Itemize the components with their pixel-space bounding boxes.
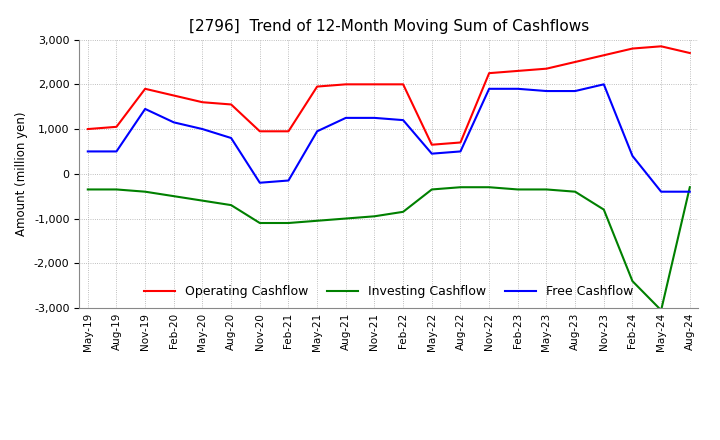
- Free Cashflow: [227, 136, 235, 141]
- Free Cashflow: [284, 178, 293, 183]
- Operating Cashflow: [542, 66, 551, 71]
- Operating Cashflow: [485, 70, 493, 76]
- Investing Cashflow: [312, 218, 321, 224]
- Investing Cashflow: [428, 187, 436, 192]
- Investing Cashflow: [84, 187, 92, 192]
- Free Cashflow: [112, 149, 121, 154]
- Free Cashflow: [628, 153, 636, 158]
- Investing Cashflow: [657, 308, 665, 313]
- Free Cashflow: [370, 115, 379, 121]
- Line: Free Cashflow: Free Cashflow: [88, 84, 690, 192]
- Title: [2796]  Trend of 12-Month Moving Sum of Cashflows: [2796] Trend of 12-Month Moving Sum of C…: [189, 19, 589, 34]
- Free Cashflow: [84, 149, 92, 154]
- Free Cashflow: [485, 86, 493, 92]
- Free Cashflow: [312, 128, 321, 134]
- Legend: Operating Cashflow, Investing Cashflow, Free Cashflow: Operating Cashflow, Investing Cashflow, …: [139, 280, 639, 303]
- Operating Cashflow: [513, 68, 522, 73]
- Operating Cashflow: [399, 82, 408, 87]
- Operating Cashflow: [600, 53, 608, 58]
- Free Cashflow: [571, 88, 580, 94]
- Operating Cashflow: [628, 46, 636, 51]
- Free Cashflow: [428, 151, 436, 156]
- Investing Cashflow: [370, 214, 379, 219]
- Operating Cashflow: [169, 93, 178, 98]
- Free Cashflow: [198, 126, 207, 132]
- Investing Cashflow: [542, 187, 551, 192]
- Operating Cashflow: [198, 99, 207, 105]
- Free Cashflow: [456, 149, 465, 154]
- Operating Cashflow: [84, 126, 92, 132]
- Investing Cashflow: [112, 187, 121, 192]
- Investing Cashflow: [141, 189, 150, 194]
- Investing Cashflow: [600, 207, 608, 212]
- Free Cashflow: [341, 115, 350, 121]
- Free Cashflow: [542, 88, 551, 94]
- Line: Operating Cashflow: Operating Cashflow: [88, 46, 690, 145]
- Investing Cashflow: [256, 220, 264, 226]
- Free Cashflow: [256, 180, 264, 185]
- Investing Cashflow: [628, 279, 636, 284]
- Free Cashflow: [141, 106, 150, 112]
- Operating Cashflow: [657, 44, 665, 49]
- Operating Cashflow: [341, 82, 350, 87]
- Operating Cashflow: [141, 86, 150, 92]
- Operating Cashflow: [256, 128, 264, 134]
- Free Cashflow: [513, 86, 522, 92]
- Free Cashflow: [657, 189, 665, 194]
- Operating Cashflow: [284, 128, 293, 134]
- Investing Cashflow: [198, 198, 207, 203]
- Line: Investing Cashflow: Investing Cashflow: [88, 187, 690, 310]
- Operating Cashflow: [112, 124, 121, 129]
- Investing Cashflow: [341, 216, 350, 221]
- Investing Cashflow: [513, 187, 522, 192]
- Operating Cashflow: [456, 140, 465, 145]
- Investing Cashflow: [399, 209, 408, 214]
- Free Cashflow: [600, 82, 608, 87]
- Operating Cashflow: [685, 50, 694, 55]
- Investing Cashflow: [485, 185, 493, 190]
- Free Cashflow: [685, 189, 694, 194]
- Y-axis label: Amount (million yen): Amount (million yen): [15, 112, 28, 236]
- Investing Cashflow: [685, 185, 694, 190]
- Free Cashflow: [169, 120, 178, 125]
- Investing Cashflow: [284, 220, 293, 226]
- Operating Cashflow: [571, 59, 580, 65]
- Investing Cashflow: [169, 194, 178, 199]
- Operating Cashflow: [370, 82, 379, 87]
- Free Cashflow: [399, 117, 408, 123]
- Investing Cashflow: [456, 185, 465, 190]
- Investing Cashflow: [571, 189, 580, 194]
- Operating Cashflow: [227, 102, 235, 107]
- Operating Cashflow: [312, 84, 321, 89]
- Investing Cashflow: [227, 202, 235, 208]
- Operating Cashflow: [428, 142, 436, 147]
